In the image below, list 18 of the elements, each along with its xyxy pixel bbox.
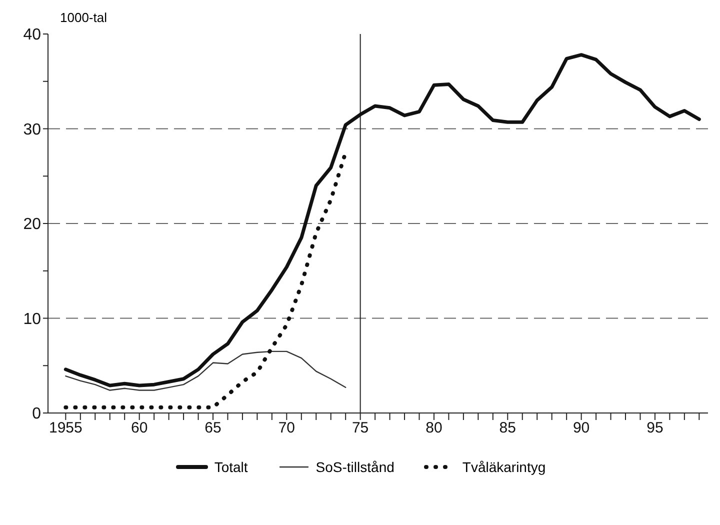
- x-tick-label: 65: [204, 420, 222, 437]
- y-tick-label: 0: [32, 406, 42, 423]
- x-tick-label: 1955: [48, 420, 82, 437]
- x-tick-label: 90: [572, 420, 590, 437]
- y-tick-label: 20: [23, 216, 42, 234]
- legend-label: Totalt: [214, 459, 248, 475]
- legend-label: Tvåläkarintyg: [462, 459, 546, 475]
- y-tick-label: 30: [23, 121, 42, 138]
- legend-label: SoS-tillstånd: [316, 459, 394, 475]
- x-tick-label: 80: [426, 420, 442, 437]
- x-tick-label: 75: [352, 420, 369, 437]
- y-tick-label: 40: [23, 26, 42, 44]
- x-tick-label: 85: [499, 420, 516, 437]
- x-tick-label: 95: [646, 420, 664, 437]
- x-tick-label: 60: [130, 420, 148, 437]
- y-axis-title: 1000-tal: [60, 10, 107, 25]
- x-tick-label: 70: [278, 420, 296, 437]
- y-tick-label: 10: [23, 310, 42, 328]
